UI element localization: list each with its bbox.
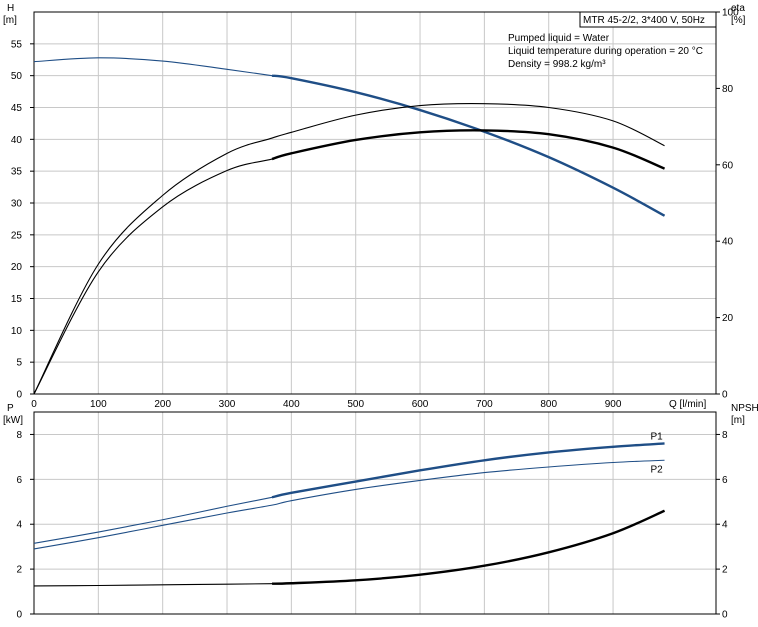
left-tick-label: 35 [11, 167, 23, 178]
bottom-chart-panel: 0 2 4 6 8 0 2 4 6 8 P[kW] NPSH[m] P1 P2 [3, 403, 758, 621]
model-title-box [579, 11, 717, 28]
x-tick-label: 300 [219, 399, 236, 410]
left-tick-label: 40 [11, 135, 23, 146]
right-tick-label: 100 [722, 8, 739, 19]
eta2-curve-operating-range [271, 129, 665, 170]
left-tick-label: 10 [11, 326, 23, 337]
model-title: MTR 45-2/2, 3*400 V, 50Hz [583, 15, 705, 26]
left-tick-label: 4 [16, 520, 22, 531]
info-line: Density = 998.2 kg/m³ [508, 59, 606, 70]
left-tick-label: 5 [16, 358, 22, 369]
left-tick-label: 6 [16, 475, 22, 486]
series-2-curve-operating-range [272, 509, 666, 585]
series-label-p2: P2 [651, 464, 664, 475]
left-tick-label: 55 [11, 39, 23, 50]
eta1-curve [33, 103, 665, 395]
right-tick-label: 40 [722, 237, 734, 248]
left-tick-label: 30 [11, 199, 23, 210]
right-tick-label: 20 [722, 313, 734, 324]
left-tick-label: 2 [16, 565, 22, 576]
right-axis-title: NPSH [731, 403, 758, 414]
left-tick-label: 15 [11, 294, 23, 305]
p1-curve-operating-range [271, 442, 665, 499]
right-tick-label: 6 [722, 475, 728, 486]
right-tick-label: 80 [722, 84, 734, 95]
series-label-p1: P1 [651, 431, 664, 442]
left-axis-title: P [7, 403, 14, 414]
x-tick-label: 600 [412, 399, 429, 410]
left-axis-unit: [kW] [3, 415, 23, 426]
left-axis-unit: [m] [3, 15, 17, 26]
left-tick-label: 50 [11, 71, 23, 82]
p1-curve [33, 442, 665, 544]
left-tick-label: 45 [11, 103, 23, 114]
eta2-curve [33, 129, 665, 395]
x-tick-label: 0 [31, 399, 37, 410]
left-tick-label: 0 [16, 610, 22, 621]
left-tick-label: 20 [11, 262, 23, 273]
x-tick-label: 800 [540, 399, 557, 410]
x-tick-label: 200 [154, 399, 171, 410]
info-line: Pumped liquid = Water [508, 33, 610, 44]
head-curve-operating-range [271, 74, 666, 217]
series-2-curve [33, 510, 665, 587]
x-tick-label: 700 [476, 399, 493, 410]
right-tick-label: 60 [722, 160, 734, 171]
p2-curve [33, 459, 665, 550]
right-axis-unit: [m] [731, 415, 745, 426]
x-tick-label: 500 [347, 399, 364, 410]
plot-frame [33, 411, 717, 615]
left-tick-label: 25 [11, 230, 23, 241]
x-tick-label: 900 [605, 399, 622, 410]
right-tick-label: 0 [722, 610, 728, 621]
x-axis-title: Q [l/min] [669, 399, 706, 410]
x-tick-label: 400 [283, 399, 300, 410]
left-axis-title: H [7, 3, 14, 14]
right-tick-label: 4 [722, 520, 728, 531]
right-axis-unit: [%] [731, 15, 746, 26]
left-tick-label: 8 [16, 430, 22, 441]
x-tick-label: 100 [90, 399, 107, 410]
right-tick-label: 8 [722, 430, 728, 441]
right-tick-label: 0 [722, 390, 728, 401]
right-tick-label: 2 [722, 565, 728, 576]
left-tick-label: 0 [16, 390, 22, 401]
top-chart-panel: 0 5 10 15 20 25 30 35 40 45 50 55 0 20 40 60 80 100 H[m] et… [3, 3, 746, 410]
info-line: Liquid temperature during operation = 20… [508, 46, 703, 57]
right-axis-title: eta [731, 3, 745, 14]
